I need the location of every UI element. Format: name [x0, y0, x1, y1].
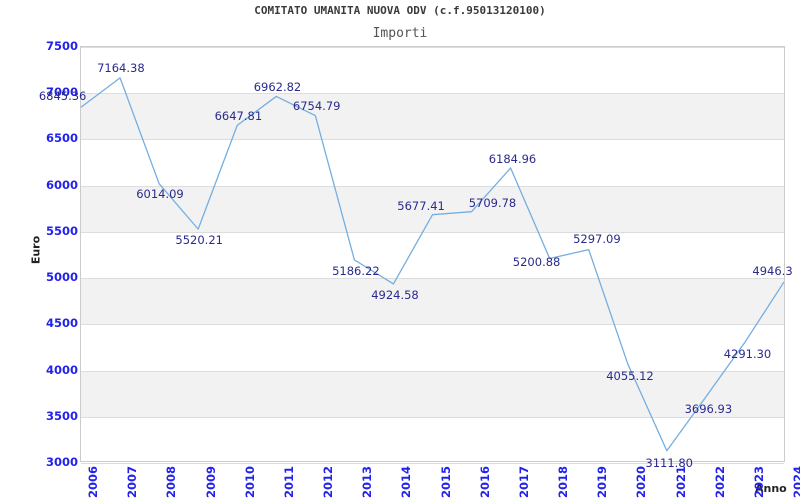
grid-band [81, 93, 784, 140]
x-tick-label: 2013 [360, 466, 375, 499]
data-point-label: 6014.09 [136, 187, 184, 202]
data-point-label: 4055.12 [606, 368, 654, 383]
y-tick-label: 6000 [45, 177, 78, 192]
gridline [81, 232, 784, 233]
data-point-label: 4924.58 [371, 288, 419, 303]
x-tick-label: 2020 [634, 466, 649, 499]
x-tick-label: 2017 [516, 466, 531, 499]
y-tick-label: 4000 [45, 362, 78, 377]
series-polyline [80, 77, 785, 452]
x-tick-label: 2023 [751, 466, 766, 499]
data-point-label: 3111.80 [645, 455, 693, 470]
grid-band [81, 278, 784, 325]
y-tick-label: 6500 [45, 131, 78, 146]
data-point-label: 6647.81 [214, 108, 263, 123]
gridline [81, 186, 784, 187]
x-tick-label: 2018 [556, 466, 570, 499]
x-tick-label: 2006 [86, 466, 100, 499]
gridline [81, 371, 784, 372]
x-tick-label: 2016 [477, 466, 492, 499]
x-tick-label: 2010 [242, 466, 257, 499]
data-point-label: 5709.78 [468, 195, 517, 210]
data-point-label: 6962.82 [253, 79, 302, 94]
y-tick-label: 4500 [45, 316, 78, 331]
gridline [81, 324, 784, 325]
gridline [81, 139, 784, 140]
gridline [81, 278, 784, 279]
y-tick-label: 5500 [45, 223, 78, 238]
gridline [81, 93, 784, 94]
data-point-label: 3696.93 [684, 401, 733, 416]
x-tick-label: 2019 [595, 466, 610, 499]
x-axis-label: Anno [755, 482, 787, 495]
x-tick-label: 2014 [399, 466, 414, 499]
data-point-label: 6845.36 [38, 88, 87, 103]
x-tick-label: 2015 [438, 466, 453, 499]
data-point-label: 5297.09 [573, 231, 621, 246]
x-tick-label: 2008 [164, 466, 179, 499]
gridline [81, 47, 784, 48]
y-tick-label: 7500 [45, 39, 78, 53]
plot-area: 6845.36 7164.38 6014.09 5520.21 6647.81 6962.… [39, 46, 793, 469]
x-tick-label: 2021 [673, 466, 688, 499]
y-tick-label: 7000 [45, 85, 78, 100]
chart-title: COMITATO UMANITA NUOVA ODV (c.f.95013120… [254, 4, 546, 17]
data-point-label: 5677.41 [397, 198, 445, 213]
x-tick-label: 2012 [321, 466, 335, 499]
data-point-label: 6184.96 [488, 151, 537, 166]
data-point-label: 7164.38 [97, 61, 145, 75]
data-point-label: 5186.22 [332, 263, 380, 278]
data-point-label: 5200.88 [512, 254, 561, 269]
grid-band [81, 185, 784, 232]
chart-subtitle: Importi [372, 26, 428, 41]
x-tick-label: 2007 [125, 466, 140, 499]
data-point-label: 4946.3 [752, 264, 793, 279]
y-axis-label: Euro [29, 235, 43, 265]
y-tick-label: 3500 [45, 408, 78, 423]
x-tick-label: 2011 [281, 466, 296, 499]
series-line-importi [80, 77, 785, 452]
y-tick-label: 3000 [45, 455, 78, 469]
data-point-label: 5520.21 [175, 233, 223, 247]
gridline [81, 417, 784, 418]
gridline [81, 463, 784, 464]
grid-band [81, 370, 784, 417]
x-tick-label: 2024 [791, 466, 800, 499]
data-point-label: 4291.30 [723, 346, 772, 361]
x-tick-label: 2009 [203, 466, 218, 499]
data-point-label: 6754.79 [292, 98, 341, 113]
x-tick-label: 2022 [712, 466, 727, 499]
y-tick-label: 5000 [45, 270, 78, 285]
